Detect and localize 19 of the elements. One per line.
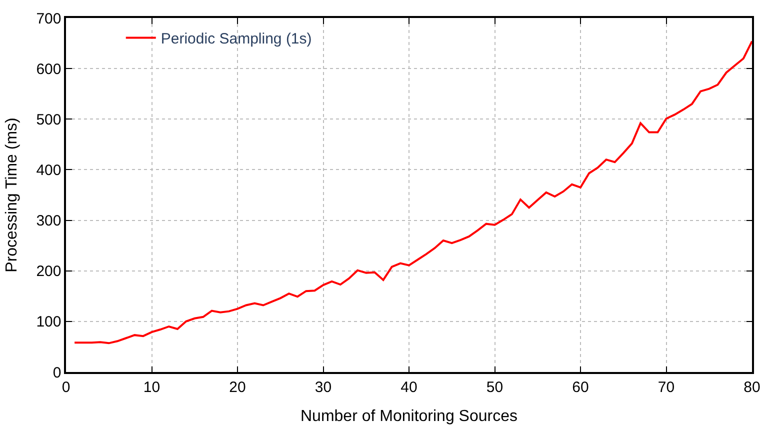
x-tick-label: 10 [143, 378, 160, 396]
x-tick-label: 40 [400, 378, 418, 396]
y-tick-label: 600 [36, 60, 62, 78]
y-tick-label: 400 [36, 162, 62, 179]
y-axis-title: Processing Time (ms) [4, 118, 21, 272]
y-tick-label: 200 [36, 263, 62, 280]
y-tick-label: 100 [36, 314, 62, 331]
x-tick-label: 70 [658, 378, 675, 396]
x-tick-label: 60 [572, 378, 589, 396]
x-axis-title: Number of Monitoring Sources [300, 408, 518, 425]
x-tick-label: 50 [486, 378, 504, 396]
y-tick-label: 700 [36, 10, 62, 28]
y-tick-label: 300 [36, 212, 62, 230]
x-tick-label: 80 [744, 378, 760, 396]
x-tick-label: 30 [314, 378, 332, 396]
legend-label: Periodic Sampling (1s) [160, 30, 312, 48]
x-tick-label: 20 [229, 378, 246, 396]
y-tick-label: 0 [52, 364, 62, 382]
y-tick-label: 500 [36, 111, 62, 128]
